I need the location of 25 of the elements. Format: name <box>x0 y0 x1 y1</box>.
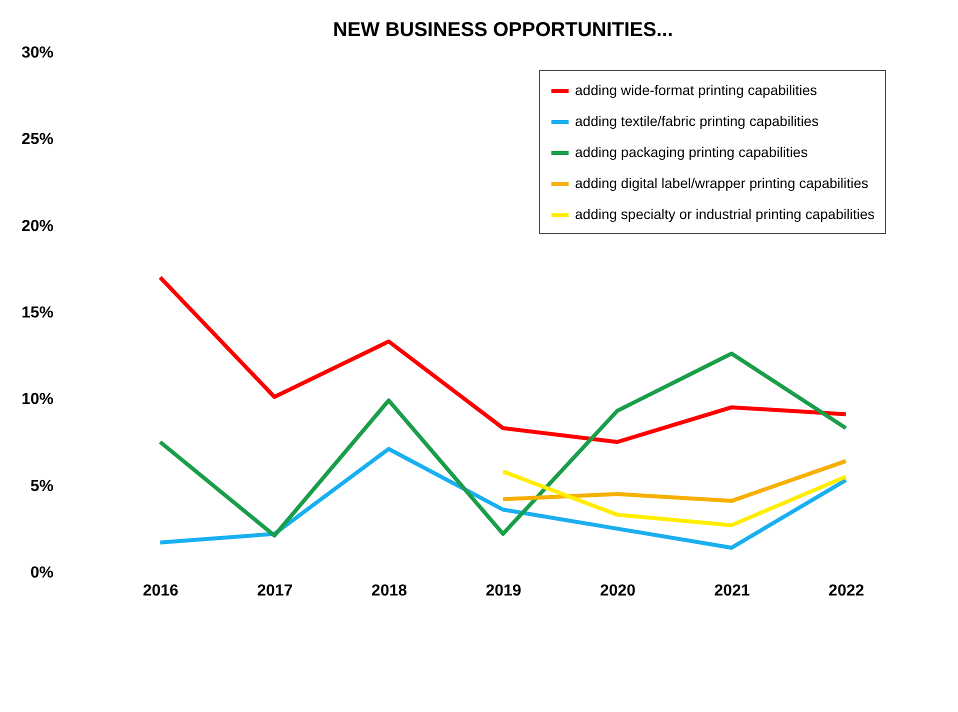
chart-title: NEW BUSINESS OPPORTUNITIES... <box>332 19 674 41</box>
y-tick-label: 30% <box>21 44 54 62</box>
line-series <box>501 459 848 503</box>
line-series <box>158 352 848 538</box>
legend-label: adding specialty or industrial printing capabilities <box>575 206 875 222</box>
x-tick-label: 2016 <box>142 582 179 600</box>
legend-label: adding textile/fabric printing capabilities <box>575 113 819 129</box>
legend-label: adding digital label/wrapper printing capabilities <box>575 175 868 191</box>
x-tick-label: 2018 <box>371 582 408 600</box>
x-tick-label: 2022 <box>828 582 864 600</box>
x-tick-label: 2017 <box>257 582 293 600</box>
y-tick-label: 10% <box>21 391 54 408</box>
y-tick-label: 0% <box>30 564 54 582</box>
x-tick-label: 2021 <box>714 582 750 600</box>
y-tick-label: 15% <box>21 304 54 322</box>
legend-label: adding packaging printing capabilities <box>575 144 808 160</box>
x-tick-label: 2020 <box>600 582 636 600</box>
legend-label: adding wide-format printing capabilities <box>575 82 818 98</box>
line-series <box>501 469 848 528</box>
y-tick-label: 5% <box>30 478 54 495</box>
x-tick-label: 2019 <box>486 582 522 600</box>
line-series <box>158 446 848 550</box>
y-tick-label: 25% <box>21 131 54 148</box>
y-tick-label: 20% <box>21 218 54 235</box>
line-series <box>158 275 848 444</box>
